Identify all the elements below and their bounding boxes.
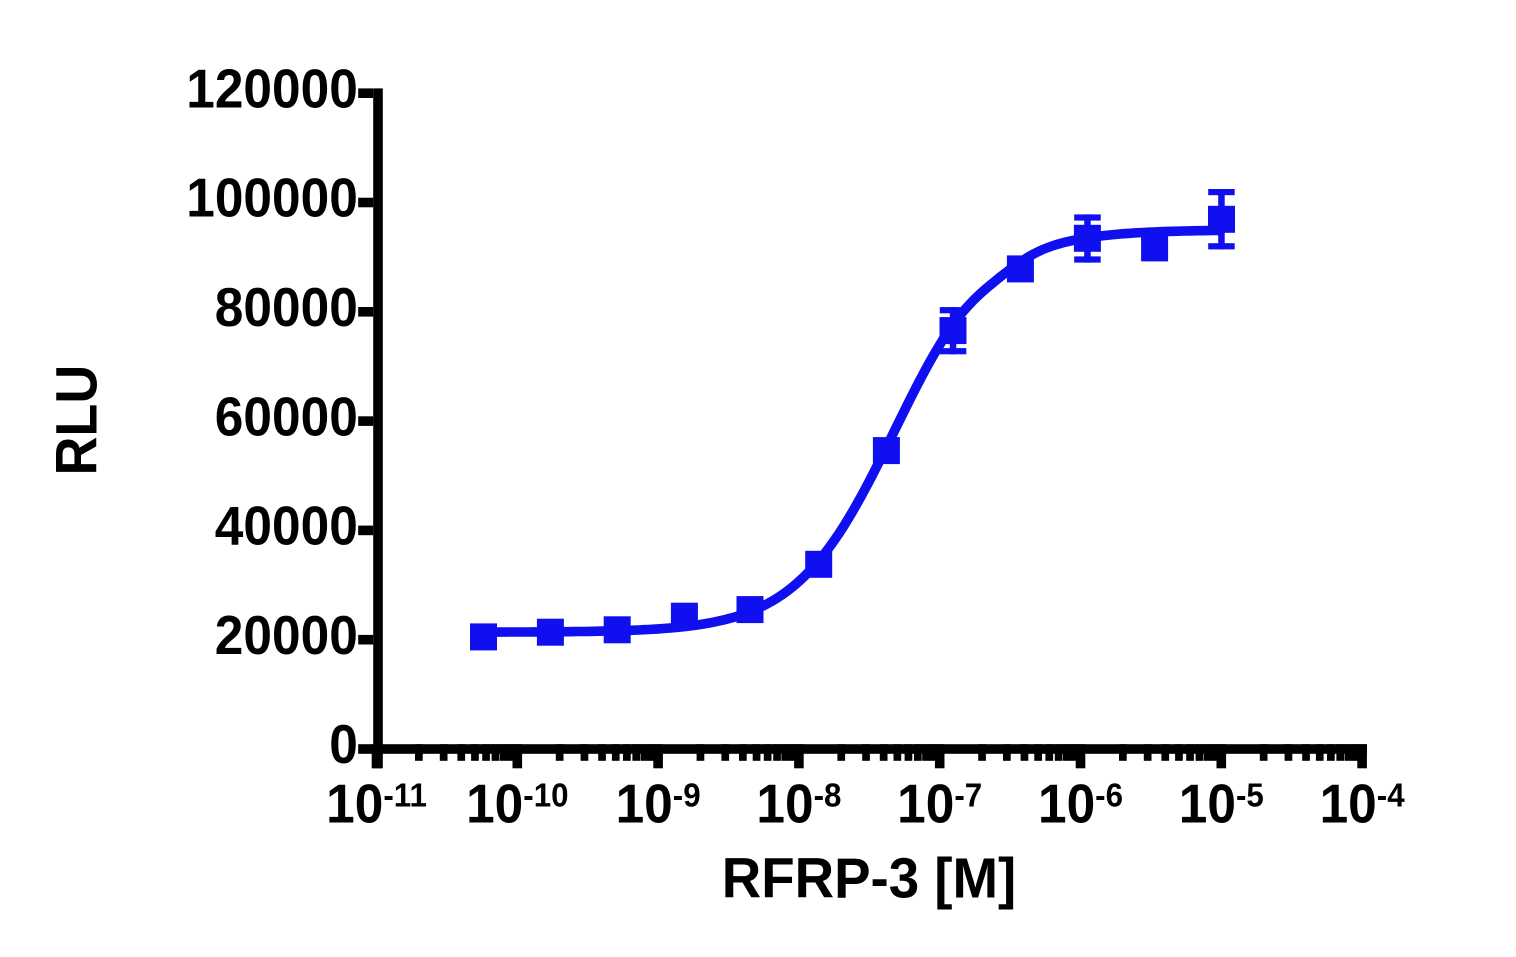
svg-text:0: 0 bbox=[329, 715, 358, 776]
svg-text:10-10: 10-10 bbox=[466, 774, 568, 835]
svg-text:120000: 120000 bbox=[186, 59, 358, 120]
svg-text:RLU: RLU bbox=[44, 365, 109, 476]
svg-text:RFRP-3 [M]: RFRP-3 [M] bbox=[722, 845, 1016, 909]
svg-text:100000: 100000 bbox=[186, 168, 358, 229]
svg-text:20000: 20000 bbox=[215, 605, 358, 666]
svg-text:10-6: 10-6 bbox=[1038, 774, 1123, 835]
svg-text:40000: 40000 bbox=[215, 496, 358, 557]
svg-text:80000: 80000 bbox=[215, 277, 358, 338]
svg-text:60000: 60000 bbox=[215, 387, 358, 448]
